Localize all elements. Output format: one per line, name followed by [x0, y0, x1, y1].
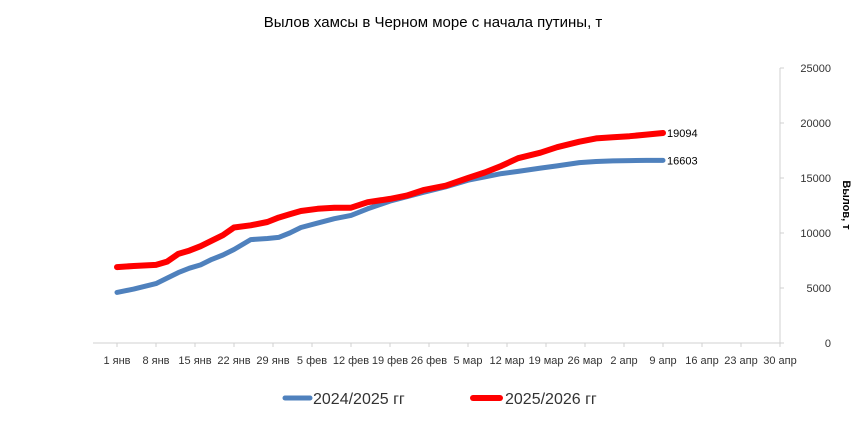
x-tick-label: 5 мар: [454, 355, 483, 367]
x-tick-label: 16 апр: [685, 355, 718, 367]
chart-axes: [93, 68, 781, 344]
y-tick-label: 0: [825, 338, 831, 350]
y-axis-label: Вылов, т: [840, 180, 851, 230]
x-tick-label: 8 янв: [142, 355, 169, 367]
y-tick-label: 10000: [800, 228, 831, 240]
x-tick-label: 23 апр: [724, 355, 757, 367]
legend-label-2: 2025/2026 гг: [505, 391, 597, 408]
x-tick-label: 26 мар: [567, 355, 602, 367]
x-tick-label: 9 апр: [649, 355, 676, 367]
x-tick-label: 30 апр: [763, 355, 796, 367]
x-tick-label: 29 янв: [256, 355, 289, 367]
x-tick-label: 22 янв: [217, 355, 250, 367]
y-tick-label: 15000: [800, 173, 831, 185]
series-end-label-1: 16603: [667, 155, 698, 167]
y-tick-label: 5000: [807, 283, 831, 295]
x-tick-label: 26 фев: [411, 355, 447, 367]
series-line-2: [114, 130, 666, 271]
series-end-label-2: 19094: [667, 128, 698, 140]
series-layer: [114, 130, 666, 295]
x-tick-label: 12 мар: [489, 355, 524, 367]
series-line-1: [114, 157, 666, 295]
x-tick-label: 19 мар: [528, 355, 563, 367]
x-axis-ticks: 1 янв 8 янв 15 янв 22 янв 29 янв 5 фев 12 фев 1…: [103, 343, 797, 367]
x-tick-label: 12 фев: [333, 355, 369, 367]
x-tick-label: 1 янв: [103, 355, 130, 367]
series-end-labels: 16603 19094: [667, 128, 698, 167]
y-axis-ticks: 0 5000 10000 15000 20000 25000: [780, 63, 831, 350]
legend-label-1: 2024/2025 гг: [313, 391, 405, 408]
y-tick-label: 25000: [800, 63, 831, 75]
legend: 2024/2025 гг 2025/2026 гг: [282, 391, 597, 408]
chart-title: Вылов хамсы в Черном море с начала путин…: [264, 14, 603, 31]
x-tick-label: 2 апр: [610, 355, 637, 367]
x-tick-label: 15 янв: [178, 355, 211, 367]
y-tick-label: 20000: [800, 118, 831, 130]
x-tick-label: 19 фев: [372, 355, 408, 367]
x-tick-label: 5 фев: [297, 355, 327, 367]
